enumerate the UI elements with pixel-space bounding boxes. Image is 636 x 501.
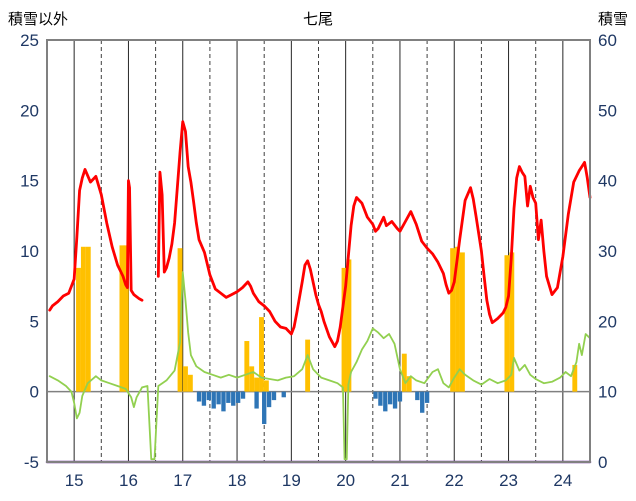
- chart-title: 七尾: [302, 11, 333, 28]
- x-axis-tick: 16: [119, 471, 138, 490]
- negative-blue-bars-bar: [216, 391, 221, 405]
- left-axis-tick: 25: [20, 31, 39, 50]
- negative-blue-bars-bar: [262, 391, 267, 425]
- precipitation-orange-bars-bar: [254, 377, 260, 392]
- negative-blue-bars-bar: [420, 391, 425, 413]
- x-axis-tick: 17: [173, 471, 192, 490]
- precipitation-orange-bars-bar: [85, 246, 91, 392]
- left-axis-tick: 15: [20, 172, 39, 191]
- green-line: [48, 271, 591, 461]
- precipitation-orange-bars-bar: [459, 252, 465, 392]
- precipitation-orange-bars-bar: [509, 252, 515, 392]
- negative-blue-bars-bar: [221, 391, 226, 412]
- precipitation-orange-bars-bar: [123, 245, 129, 392]
- precipitation-orange-bars-bar: [259, 317, 264, 392]
- right-axis-tick: 40: [598, 172, 617, 191]
- left-axis-title: 積雪以外: [8, 11, 69, 28]
- precipitation-orange-bars-bar: [455, 246, 460, 392]
- precipitation-orange-bars-bar: [406, 376, 412, 392]
- negative-blue-bars-bar: [211, 391, 216, 409]
- negative-blue-bars-bar: [235, 391, 241, 403]
- precipitation-orange-bars-bar: [76, 267, 81, 392]
- x-axis-tick: 21: [390, 471, 409, 490]
- negative-blue-bars-bar: [383, 391, 388, 412]
- negative-blue-bars-bar: [266, 391, 272, 408]
- precipitation-orange-bars-bar: [572, 364, 578, 392]
- negative-blue-bars-bar: [271, 391, 277, 401]
- plot-border: [46, 39, 591, 463]
- x-axis-tick: 19: [282, 471, 301, 490]
- negative-blue-bars-bar: [388, 391, 393, 405]
- negative-blue-bars-bar: [424, 391, 430, 403]
- negative-blue-bars-bar: [378, 391, 383, 406]
- negative-blue-bars-bar: [373, 391, 378, 399]
- right-axis-tick: 0: [598, 453, 607, 472]
- precipitation-orange-bars-bar: [244, 341, 250, 392]
- temperature-red-line: [48, 167, 144, 312]
- precipitation-orange-bars-bar: [504, 255, 510, 392]
- temperature-red-line: [156, 120, 592, 349]
- x-axis-tick: 18: [228, 471, 247, 490]
- right-axis-title: 積雪: [597, 11, 628, 28]
- x-axis-tick: 24: [553, 471, 572, 490]
- negative-blue-bars-bar: [231, 391, 236, 406]
- x-axis-tick: 22: [445, 471, 464, 490]
- precipitation-orange-bars-bar: [341, 267, 347, 392]
- negative-blue-bars-bar: [240, 391, 246, 399]
- x-axis-tick: 20: [336, 471, 355, 490]
- negative-blue-bars-bar: [196, 391, 202, 402]
- right-axis-tick: 30: [598, 242, 617, 261]
- negative-blue-bars-bar: [254, 391, 259, 409]
- negative-blue-bars-bar: [415, 391, 420, 401]
- precipitation-orange-bars-bar: [183, 366, 188, 392]
- negative-blue-bars-bar: [397, 391, 403, 402]
- left-axis-tick: 10: [20, 242, 39, 261]
- left-axis-tick: -5: [24, 453, 39, 472]
- precipitation-orange-bars-bar: [305, 339, 311, 392]
- precipitation-orange-bars-bar: [80, 246, 86, 392]
- precipitation-orange-bars-bar: [263, 380, 269, 392]
- negative-blue-bars-bar: [226, 391, 231, 403]
- negative-blue-bars-bar: [281, 391, 286, 398]
- negative-blue-bars-bar: [392, 391, 398, 409]
- precipitation-orange-bars-bar: [249, 366, 255, 392]
- right-axis-tick: 60: [598, 31, 617, 50]
- x-axis-tick: 15: [65, 471, 84, 490]
- right-axis-tick: 20: [598, 312, 617, 331]
- left-axis-tick: 5: [30, 312, 39, 331]
- precipitation-orange-bars-bar: [450, 248, 456, 392]
- precipitation-orange-bars-bar: [187, 374, 193, 392]
- x-axis-tick: 23: [499, 471, 518, 490]
- negative-blue-bars-bar: [206, 391, 211, 401]
- left-axis-tick: 20: [20, 101, 39, 120]
- negative-blue-bars-bar: [201, 391, 207, 406]
- right-axis-tick: 50: [598, 101, 617, 120]
- right-axis-tick: 10: [598, 383, 617, 402]
- precipitation-orange-bars-bar: [346, 259, 352, 392]
- left-axis-tick: 0: [30, 383, 39, 402]
- precipitation-orange-bars-bar: [401, 353, 407, 392]
- precipitation-orange-bars-bar: [119, 245, 125, 392]
